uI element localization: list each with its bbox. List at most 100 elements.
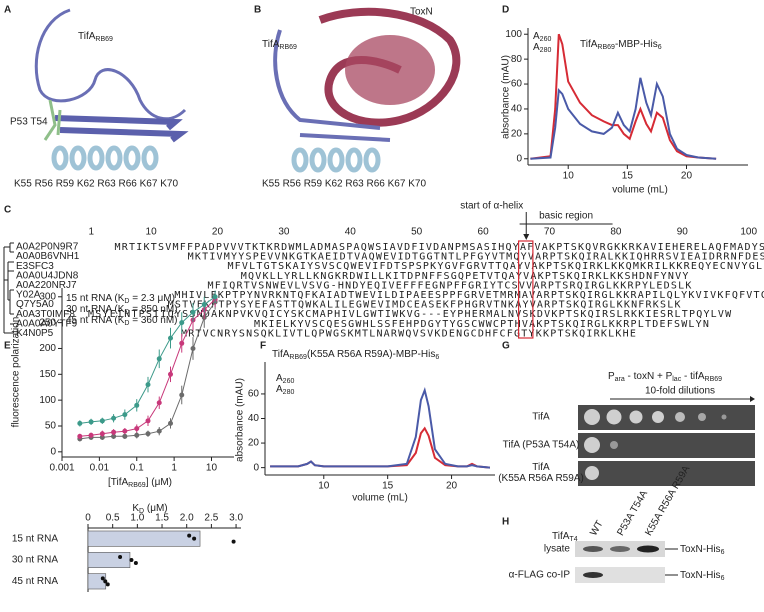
- x-tick-label: 10: [206, 463, 218, 474]
- y-tick-label: 200: [39, 343, 56, 354]
- subscript: 260: [283, 378, 295, 385]
- data-point: [145, 418, 151, 424]
- text-part: 45 nt RNA (K: [66, 315, 125, 326]
- category-label: 15 nt RNA: [12, 533, 58, 544]
- legend-entry: A260: [533, 31, 551, 44]
- data-point: [122, 433, 128, 439]
- data-point: [134, 432, 140, 438]
- subscript: RB69: [95, 36, 113, 43]
- y-tick-label: 60: [248, 389, 260, 400]
- text-part: K: [132, 503, 139, 514]
- bar: [87, 530, 201, 547]
- replicate-point: [105, 582, 110, 587]
- region-label: basic region: [539, 211, 593, 222]
- sequence: MSYEINTPSIIQYSSNDAKNPVKVQICYSKCMAPHIVLGW…: [88, 309, 732, 320]
- y-tick-label: 300: [39, 291, 56, 302]
- data-point: [99, 418, 105, 424]
- data-point: [201, 302, 207, 308]
- panel-label: E: [4, 341, 11, 352]
- sequence: MSTVFKPTPYSYEFASTTQWKALILEGWEVIMDCEASEKF…: [168, 300, 682, 311]
- text-part: A: [276, 384, 283, 395]
- data-point: [145, 431, 151, 437]
- subscript: 6: [435, 354, 439, 361]
- position-number: 50: [411, 227, 423, 238]
- x-tick-label: 3.0: [229, 513, 243, 524]
- text-part: - tifA: [681, 371, 705, 382]
- replicate-point: [129, 558, 134, 562]
- subscript: RB69: [289, 354, 307, 361]
- text-part: 30 nt RNA (K: [66, 304, 125, 315]
- subscript: lac: [672, 376, 681, 383]
- band-label: ToxN-His6: [680, 544, 725, 557]
- data-point: [179, 340, 185, 346]
- sequence-id: A0A0B6VNH1: [16, 251, 80, 262]
- subscript: RB69: [705, 376, 723, 383]
- legend-entry: 30 nt RNA (KD = 850 nM): [66, 304, 178, 317]
- data-point: [122, 428, 128, 434]
- text-part: ToxN-His: [680, 544, 721, 555]
- x-tick-label: 10: [318, 481, 330, 492]
- text-part: A: [533, 31, 540, 42]
- subscript: 280: [540, 47, 552, 54]
- data-point: [134, 426, 140, 432]
- sequence: MRTIKTSVMFFPADPVVVTKTKRDWMLADMASPAQWSIAV…: [115, 242, 764, 253]
- panel-label: D: [502, 5, 509, 16]
- x-tick-label: 10: [563, 171, 575, 182]
- replicate-point: [103, 579, 108, 584]
- panel-label: A: [4, 5, 11, 16]
- spot-header: Para - toxN + Plac - tifARB69: [608, 371, 722, 384]
- panel-label: C: [4, 205, 11, 216]
- position-number: 1: [89, 227, 95, 238]
- replicate-point: [231, 539, 236, 544]
- subscript: 6: [658, 44, 662, 51]
- row-label: α-FLAG co-IP: [509, 570, 571, 581]
- position-number: 40: [345, 227, 357, 238]
- text-part: = 2.3 μM): [129, 293, 175, 304]
- subscript: D: [124, 309, 129, 316]
- protein-label: TifAT4: [552, 531, 578, 544]
- data-point: [212, 294, 218, 300]
- lane-label: WT: [588, 519, 605, 538]
- y-axis-label: fluorescence polarization: [11, 317, 22, 428]
- legend-entry: A280: [276, 384, 294, 397]
- subscript: T4: [569, 536, 577, 543]
- x-tick-label: 2.5: [204, 513, 218, 524]
- y-tick-label: 100: [39, 395, 56, 406]
- x-tick-label: 1.0: [130, 513, 144, 524]
- y-axis-label: absorbance (mAU): [235, 378, 246, 462]
- row-label: lysate: [544, 544, 571, 555]
- y-tick-label: 100: [505, 29, 522, 40]
- y-tick-label: 50: [45, 421, 57, 432]
- subscript: RB69: [279, 44, 297, 51]
- sequence-id: A0A0A0YTF9: [16, 318, 78, 329]
- data-point: [156, 428, 162, 434]
- y-tick-label: 20: [511, 129, 523, 140]
- text-part: TifA: [262, 39, 280, 50]
- subscript: 6: [721, 575, 725, 582]
- sequence-id: E3SFC3: [16, 261, 54, 272]
- y-tick-label: 0: [50, 446, 56, 457]
- text-part: TifA: [552, 531, 570, 542]
- data-point: [88, 419, 94, 425]
- x-tick-label: 0.1: [130, 463, 144, 474]
- structure-a: [34, 8, 189, 171]
- x-tick-label: 20: [446, 481, 458, 492]
- category-label: 30 nt RNA: [12, 555, 58, 566]
- y-tick-label: 40: [248, 413, 260, 424]
- data-point: [88, 432, 94, 438]
- panel-label: H: [502, 517, 509, 528]
- strain-label: TifA (P53A T54A): [503, 440, 580, 451]
- x-tick-label: 20: [681, 171, 693, 182]
- mutant-label: P53 T54: [10, 117, 48, 128]
- text-part: ToxN-His: [680, 570, 721, 581]
- subscript: RB69: [597, 44, 615, 51]
- y-tick-label: 40: [511, 104, 523, 115]
- data-point: [111, 433, 117, 439]
- sequence: MFIQRTVSNWEVLVSVG-HNDYEQIVEFFFEGNPFFGRIY…: [208, 280, 693, 291]
- sequence: MKTIVMYYSPEVVNKGTKAEIDTVAQWEVIDTGGTNTLPF…: [188, 252, 764, 263]
- series-line: [530, 33, 717, 160]
- legend-entry: A280: [533, 42, 551, 55]
- tree: [3, 242, 14, 334]
- text-part: (μM): [144, 503, 168, 514]
